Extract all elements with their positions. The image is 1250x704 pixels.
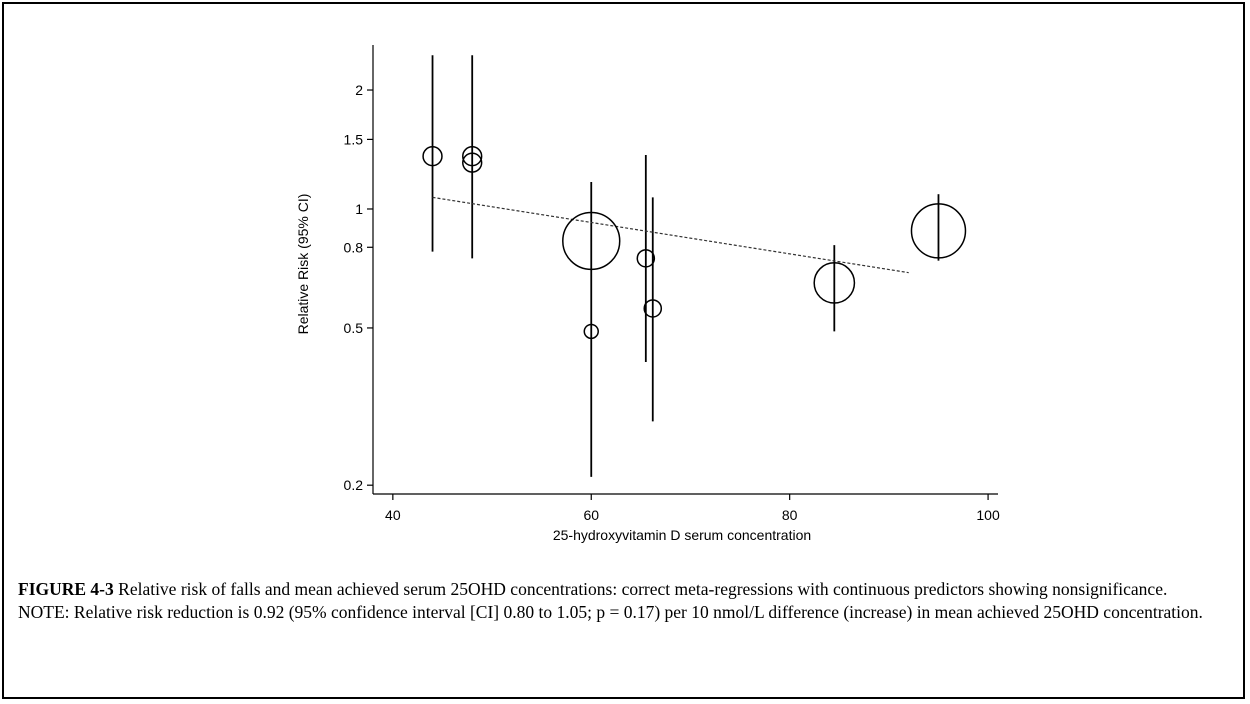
figure-caption: FIGURE 4-3 Relative risk of falls and me… [18,578,1228,624]
confidence-interval-bars [431,55,940,477]
y-tick-label: 0.5 [344,320,364,336]
study-point [910,203,967,259]
study-bubbles [422,146,967,340]
y-axis-ticks: 0.2 0.5 0.8 1 1.5 2 [344,82,373,493]
y-tick-label: 0.2 [344,477,364,493]
study-point [462,152,483,173]
fitted-line [432,196,909,274]
x-tick-label: 80 [782,507,798,523]
study-point [813,262,856,304]
figure-caption-text: FIGURE 4-3 Relative risk of falls and me… [18,578,1228,601]
y-tick-label: 1.5 [344,131,364,147]
fit-line [432,196,909,274]
study-point [462,146,483,167]
study-point [562,211,621,271]
study-point [583,323,599,340]
axes [372,45,998,495]
study-point [643,299,663,318]
x-tick-label: 100 [976,507,1000,523]
x-tick-label: 40 [385,507,401,523]
x-axis-title: 25-hydroxyvitamin D serum concentration [553,527,811,543]
y-tick-label: 2 [355,82,363,98]
figure-label: FIGURE 4-3 [18,579,114,599]
study-point [636,249,656,268]
y-tick-label: 1 [355,201,363,217]
y-tick-label: 0.8 [344,239,364,255]
figure-note: NOTE: Relative risk reduction is 0.92 (9… [18,602,1203,622]
figure-description: Relative risk of falls and mean achieved… [113,579,1168,599]
x-axis-ticks: 40 60 80 100 [385,494,1000,523]
y-axis-title: Relative Risk (95% CI) [295,194,311,335]
x-tick-label: 60 [583,507,599,523]
study-point [422,146,443,167]
meta-regression-plot: 0.2 0.5 0.8 1 1.5 2 40 60 80 100 25-hydroxyvitam… [295,45,1000,543]
